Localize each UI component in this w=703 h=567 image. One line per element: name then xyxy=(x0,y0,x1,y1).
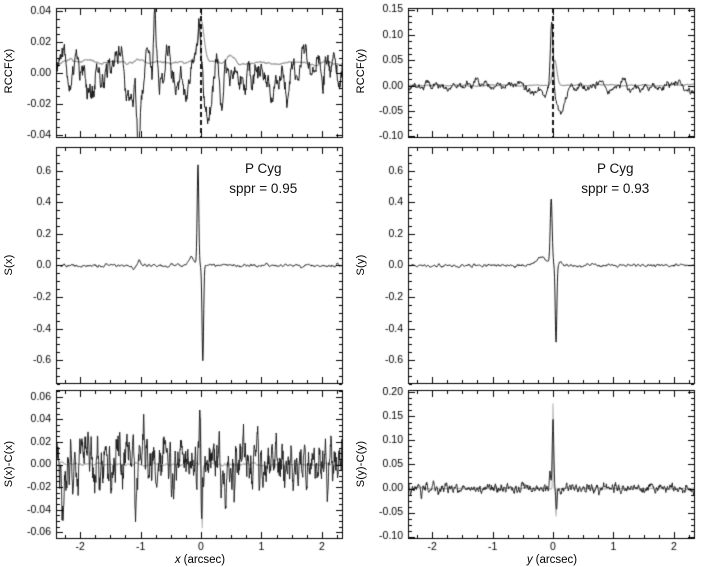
x-axis-unit: (arcsec) xyxy=(183,554,226,566)
plot-s-x xyxy=(0,142,351,387)
left-column-x-axis: RCCF(x) S(x) P Cyg sppr = 0.95 S(x)-C(x)… xyxy=(0,0,351,567)
panel-rccf-y: RCCF(y) xyxy=(352,0,703,142)
panel-s-y: S(y) P Cyg sppr = 0.93 xyxy=(352,142,703,387)
plot-rccf-x xyxy=(0,0,351,142)
plot-sx-minus-cx xyxy=(0,387,351,567)
panel-s-x: S(x) P Cyg sppr = 0.95 xyxy=(0,142,351,387)
annotation-sppr-value: sppr = 0.95 xyxy=(229,180,298,196)
y-axis-label-rccf-x: RCCF(x) xyxy=(3,48,15,94)
y-axis-label-sy-minus-cy: S(y)-C(y) xyxy=(355,441,367,488)
annotation-s-y: P Cyg sppr = 0.93 xyxy=(581,159,649,198)
panel-sx-minus-cx: S(x)-C(x) x (arcsec) xyxy=(0,387,351,567)
y-axis-title: y (arcsec) xyxy=(527,554,577,566)
y-axis-variable: y xyxy=(526,554,533,566)
panel-sy-minus-cy: S(y)-C(y) y (arcsec) xyxy=(352,387,703,567)
y-axis-label-s-y: S(y) xyxy=(355,254,367,275)
annotation-object-name: P Cyg xyxy=(244,161,282,177)
annotation-s-x: P Cyg sppr = 0.95 xyxy=(229,159,297,198)
annotation-sppr-value: sppr = 0.93 xyxy=(581,180,650,196)
plot-sy-minus-cy xyxy=(352,387,703,567)
y-axis-label-s-x: S(x) xyxy=(3,254,15,275)
plot-rccf-y xyxy=(352,0,703,142)
x-axis-title: x (arcsec) xyxy=(175,554,225,566)
right-column-y-axis: RCCF(y) S(y) P Cyg sppr = 0.93 S(y)-C(y)… xyxy=(352,0,703,567)
panel-rccf-x: RCCF(x) xyxy=(0,0,351,142)
x-axis-variable: x xyxy=(174,554,181,566)
y-axis-label-rccf-y: RCCF(y) xyxy=(355,48,367,94)
annotation-object-name: P Cyg xyxy=(596,161,634,177)
y-axis-unit: (arcsec) xyxy=(535,554,578,566)
plot-s-y xyxy=(352,142,703,387)
y-axis-label-sx-minus-cx: S(x)-C(x) xyxy=(3,441,15,488)
